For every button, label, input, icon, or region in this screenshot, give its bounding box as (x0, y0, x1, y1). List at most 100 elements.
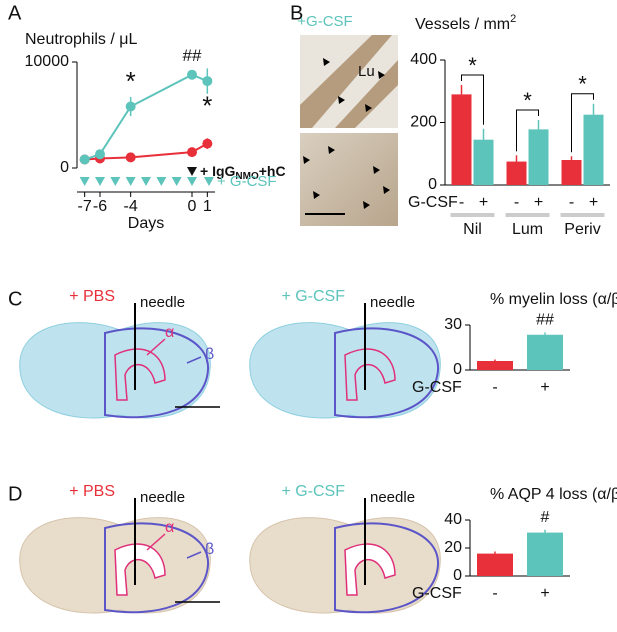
group-label: G-CSF (408, 194, 458, 211)
treatment-label: + G-CSF (281, 288, 345, 305)
treatment-label: + G-CSF (217, 173, 277, 190)
chart-title: % myelin loss (α/β) (490, 291, 617, 308)
series-label: - (514, 194, 519, 211)
y-axis-label-part: 2 (510, 13, 516, 25)
y-axis-label-part: Vessels / mm (415, 16, 510, 33)
x-tick-label: Lum (512, 221, 543, 238)
bar (561, 160, 582, 185)
x-tick-label: Periv (564, 221, 600, 238)
point (187, 69, 197, 80)
y-tick-label: 40 (444, 511, 462, 528)
arrowhead (303, 156, 310, 164)
series-label: + (589, 194, 598, 211)
micrographs: +G-CSF Lu (297, 13, 398, 226)
treatment-marker (187, 167, 197, 176)
significance: * (523, 88, 532, 113)
region-alpha (114, 543, 166, 596)
lumen-label: Lu (358, 63, 375, 80)
treatment-marker (204, 177, 214, 186)
chart-title: Neutrophils / μL (25, 31, 137, 48)
series-label: + (534, 194, 543, 211)
arrowhead (363, 201, 370, 209)
arrowhead (313, 191, 320, 199)
arrowhead (323, 58, 330, 66)
point (202, 76, 213, 87)
region-alpha (344, 543, 396, 596)
y-tick-label: 20 (444, 539, 462, 556)
micrograph (300, 133, 398, 226)
x-axis-label: Days (128, 215, 164, 232)
vessel-wall (335, 60, 398, 128)
y-tick-label: 0 (60, 159, 69, 176)
series-label: + (479, 194, 488, 211)
panel-label: C (8, 288, 22, 310)
treatment-marker (110, 177, 121, 186)
bar (528, 129, 549, 185)
category-underline (560, 213, 605, 217)
significance: ## (536, 312, 554, 329)
x-tick-label: - (492, 585, 497, 602)
beta-pointer (186, 551, 202, 559)
bar (477, 553, 513, 576)
significance-bracket (571, 93, 594, 153)
y-tick-label: 0 (453, 361, 462, 378)
treatment-label-part: +hC (259, 163, 286, 179)
group-label: G-CSF (412, 379, 462, 396)
arrowhead (328, 146, 335, 154)
point (187, 147, 197, 158)
y-tick-label: 30 (444, 316, 462, 333)
treatment-marker (171, 177, 182, 186)
category-underline (450, 213, 495, 217)
treatment-label-part: NMO (235, 171, 259, 182)
treatment-marker (79, 177, 90, 186)
series-label: - (459, 194, 464, 211)
region-alpha (344, 348, 396, 401)
region-beta (334, 522, 440, 614)
point (125, 101, 136, 112)
arrowhead (383, 186, 390, 194)
x-tick-label: -6 (93, 198, 107, 215)
treatment-marker (141, 177, 151, 186)
x-tick-label: 0 (188, 198, 197, 215)
bar (506, 161, 527, 185)
treatment-label: + IgGNMO+hC (200, 163, 286, 182)
x-tick-label: + (540, 379, 549, 396)
y-tick-label: 400 (410, 51, 437, 68)
series-label: - (569, 194, 574, 211)
significance-bracket (461, 74, 484, 125)
x-tick-label: Nil (463, 221, 482, 238)
bar (527, 334, 563, 370)
panel-label: D (8, 483, 22, 505)
alpha-pointer (146, 533, 166, 551)
chart-title: % AQP 4 loss (α/β) (490, 486, 617, 503)
y-tick-label: 0 (453, 567, 462, 584)
x-tick-label: 1 (203, 198, 212, 215)
bar (583, 114, 604, 185)
panel-label: A (8, 2, 22, 24)
treatment-marker (187, 177, 197, 186)
y-tick-label: 10000 (25, 53, 70, 70)
beta-pointer (186, 356, 202, 364)
bar (451, 94, 472, 185)
x-tick-label: -4 (124, 198, 138, 215)
arrowhead (378, 71, 385, 79)
alpha-label: α (165, 519, 174, 536)
line (84, 73, 208, 161)
bar (473, 139, 494, 185)
panel-label: B (290, 2, 303, 24)
region-alpha (114, 348, 166, 401)
treatment-label-part: + IgG (200, 163, 236, 179)
needle-label: needle (140, 294, 185, 311)
beta-label: β (205, 541, 214, 558)
vessel-wall (300, 35, 392, 128)
region-beta (334, 327, 440, 419)
group-label: G-CSF (412, 585, 462, 602)
point (79, 154, 90, 165)
y-tick-label: 200 (410, 114, 437, 131)
x-tick-label: - (492, 379, 497, 396)
significance-bracket (516, 109, 539, 152)
needle-label: needle (370, 489, 415, 506)
alpha-pointer (146, 338, 166, 356)
significance: * (468, 53, 477, 78)
